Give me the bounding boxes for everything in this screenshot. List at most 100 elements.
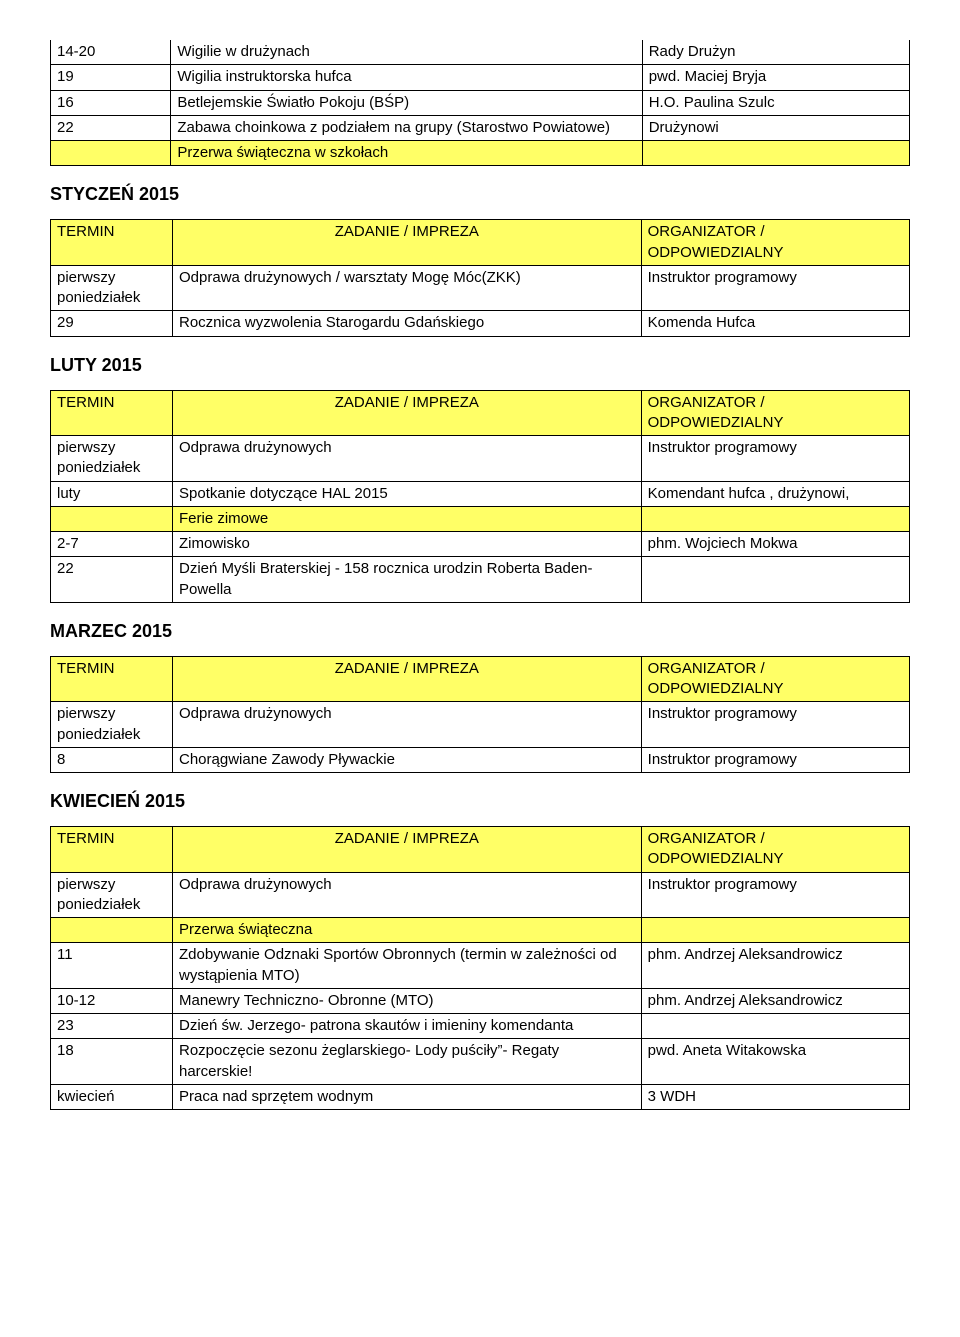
cell: ORGANIZATOR / ODPOWIEDZIALNY <box>641 220 909 266</box>
cell: pierwszy poniedziałek <box>51 872 173 918</box>
cell: Spotkanie dotyczące HAL 2015 <box>173 481 642 506</box>
section-table: TERMINZADANIE / IMPREZAORGANIZATOR / ODP… <box>50 826 910 1110</box>
cell: Praca nad sprzętem wodnym <box>172 1084 641 1109</box>
cell: pierwszy poniedziałek <box>51 702 173 748</box>
cell: Przerwa świąteczna w szkołach <box>171 141 642 166</box>
cell: pierwszy poniedziałek <box>51 265 173 311</box>
cell: ORGANIZATOR / ODPOWIEDZIALNY <box>641 827 909 873</box>
cell <box>642 141 909 166</box>
cell: Zabawa choinkowa z podziałem na grupy (S… <box>171 115 642 140</box>
cell: Komenda Hufca <box>641 311 909 336</box>
cell: ZADANIE / IMPREZA <box>172 827 641 873</box>
cell: 29 <box>51 311 173 336</box>
cell: 22 <box>51 115 171 140</box>
cell: 16 <box>51 90 171 115</box>
table-row: 22Dzień Myśli Braterskiej - 158 rocznica… <box>51 557 910 603</box>
cell: Instruktor programowy <box>641 265 909 311</box>
cell: ZADANIE / IMPREZA <box>173 220 642 266</box>
cell: 19 <box>51 65 171 90</box>
cell: Komendant hufca , drużynowi, <box>641 481 909 506</box>
cell: Instruktor programowy <box>641 747 909 772</box>
table-row: 8Chorągwiane Zawody PływackieInstruktor … <box>51 747 910 772</box>
cell <box>641 506 909 531</box>
cell: Przerwa świąteczna <box>172 918 641 943</box>
cell: kwiecień <box>51 1084 173 1109</box>
cell: ORGANIZATOR / ODPOWIEDZIALNY <box>641 390 909 436</box>
table-row: 22Zabawa choinkowa z podziałem na grupy … <box>51 115 910 140</box>
table-row: 11Zdobywanie Odznaki Sportów Obronnych (… <box>51 943 910 989</box>
cell <box>641 557 909 603</box>
table-header-row: TERMINZADANIE / IMPREZAORGANIZATOR / ODP… <box>51 390 910 436</box>
cell: Ferie zimowe <box>173 506 642 531</box>
cell: 18 <box>51 1039 173 1085</box>
table-row: lutySpotkanie dotyczące HAL 2015Komendan… <box>51 481 910 506</box>
cell <box>51 918 173 943</box>
table-header-row: TERMINZADANIE / IMPREZAORGANIZATOR / ODP… <box>51 656 910 702</box>
section-title: LUTY 2015 <box>50 355 910 376</box>
cell: Manewry Techniczno- Obronne (MTO) <box>172 988 641 1013</box>
table-row: 10-12Manewry Techniczno- Obronne (MTO)ph… <box>51 988 910 1013</box>
cell: Instruktor programowy <box>641 872 909 918</box>
cell <box>51 141 171 166</box>
cell: Instruktor programowy <box>641 436 909 482</box>
cell: pierwszy poniedziałek <box>51 436 173 482</box>
cell: phm. Andrzej Aleksandrowicz <box>641 988 909 1013</box>
table-header-row: TERMINZADANIE / IMPREZAORGANIZATOR / ODP… <box>51 827 910 873</box>
cell: Drużynowi <box>642 115 909 140</box>
section-title: STYCZEŃ 2015 <box>50 184 910 205</box>
cell: ZADANIE / IMPREZA <box>173 390 642 436</box>
cell: Instruktor programowy <box>641 702 909 748</box>
cell: 23 <box>51 1014 173 1039</box>
top-table: 14-20Wigilie w drużynachRady Drużyn19Wig… <box>50 40 910 166</box>
cell: ZADANIE / IMPREZA <box>173 656 642 702</box>
cell: Wigilia instruktorska hufca <box>171 65 642 90</box>
cell: Odprawa drużynowych / warsztaty Mogę Móc… <box>173 265 642 311</box>
cell: 14-20 <box>51 40 171 65</box>
section-title: MARZEC 2015 <box>50 621 910 642</box>
cell: 3 WDH <box>641 1084 909 1109</box>
table-row: pierwszy poniedziałekOdprawa drużynowych… <box>51 872 910 918</box>
table-row: Przerwa świąteczna <box>51 918 910 943</box>
cell: Rocznica wyzwolenia Starogardu Gdańskieg… <box>173 311 642 336</box>
cell: phm. Wojciech Mokwa <box>641 532 909 557</box>
cell: Odprawa drużynowych <box>173 436 642 482</box>
table-row: 2-7Zimowiskophm. Wojciech Mokwa <box>51 532 910 557</box>
cell: TERMIN <box>51 827 173 873</box>
cell: pwd. Aneta Witakowska <box>641 1039 909 1085</box>
cell: TERMIN <box>51 390 173 436</box>
section-table: TERMINZADANIE / IMPREZAORGANIZATOR / ODP… <box>50 219 910 336</box>
cell: TERMIN <box>51 220 173 266</box>
cell: 22 <box>51 557 173 603</box>
cell: Rozpoczęcie sezonu żeglarskiego- Lody pu… <box>172 1039 641 1085</box>
section-table: TERMINZADANIE / IMPREZAORGANIZATOR / ODP… <box>50 390 910 603</box>
cell: Odprawa drużynowych <box>173 702 642 748</box>
table-row: 16Betlejemskie Światło Pokoju (BŚP)H.O. … <box>51 90 910 115</box>
table-row: 29Rocznica wyzwolenia Starogardu Gdański… <box>51 311 910 336</box>
table-row: 18Rozpoczęcie sezonu żeglarskiego- Lody … <box>51 1039 910 1085</box>
table-header-row: TERMINZADANIE / IMPREZAORGANIZATOR / ODP… <box>51 220 910 266</box>
section-table: TERMINZADANIE / IMPREZAORGANIZATOR / ODP… <box>50 656 910 773</box>
table-row: Ferie zimowe <box>51 506 910 531</box>
table-row: 19Wigilia instruktorska hufcapwd. Maciej… <box>51 65 910 90</box>
cell: 2-7 <box>51 532 173 557</box>
cell: Betlejemskie Światło Pokoju (BŚP) <box>171 90 642 115</box>
cell: 10-12 <box>51 988 173 1013</box>
cell: Zdobywanie Odznaki Sportów Obronnych (te… <box>172 943 641 989</box>
cell: Dzień Myśli Braterskiej - 158 rocznica u… <box>173 557 642 603</box>
cell: ORGANIZATOR / ODPOWIEDZIALNY <box>641 656 909 702</box>
cell <box>641 918 909 943</box>
cell: Rady Drużyn <box>642 40 909 65</box>
cell: luty <box>51 481 173 506</box>
cell: Dzień św. Jerzego- patrona skautów i imi… <box>172 1014 641 1039</box>
cell <box>641 1014 909 1039</box>
table-row: pierwszy poniedziałekOdprawa drużynowych… <box>51 436 910 482</box>
cell: TERMIN <box>51 656 173 702</box>
section-title: KWIECIEŃ 2015 <box>50 791 910 812</box>
cell: Chorągwiane Zawody Pływackie <box>173 747 642 772</box>
table-row: pierwszy poniedziałekOdprawa drużynowych… <box>51 702 910 748</box>
table-row: 23Dzień św. Jerzego- patrona skautów i i… <box>51 1014 910 1039</box>
cell: 11 <box>51 943 173 989</box>
cell <box>51 506 173 531</box>
cell: phm. Andrzej Aleksandrowicz <box>641 943 909 989</box>
cell: H.O. Paulina Szulc <box>642 90 909 115</box>
